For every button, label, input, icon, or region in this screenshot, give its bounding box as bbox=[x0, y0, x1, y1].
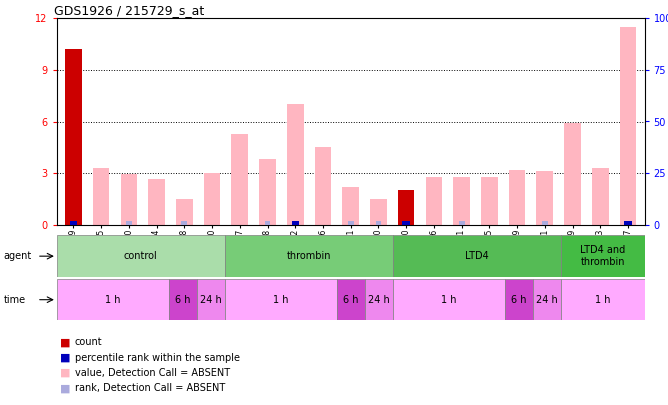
Bar bbox=[365, 279, 393, 320]
Bar bbox=[564, 123, 581, 225]
Bar bbox=[337, 279, 365, 320]
Text: percentile rank within the sample: percentile rank within the sample bbox=[75, 353, 240, 362]
Text: thrombin: thrombin bbox=[287, 251, 331, 261]
Text: 1 h: 1 h bbox=[595, 295, 611, 305]
Bar bbox=[57, 279, 169, 320]
Bar bbox=[393, 279, 504, 320]
Text: LTD4 and
thrombin: LTD4 and thrombin bbox=[580, 245, 625, 267]
Bar bbox=[148, 179, 165, 225]
Bar bbox=[459, 221, 464, 225]
Text: time: time bbox=[3, 295, 25, 305]
Bar bbox=[426, 177, 442, 225]
Bar bbox=[402, 221, 410, 225]
Bar bbox=[126, 221, 132, 225]
Bar bbox=[265, 221, 271, 225]
Bar bbox=[454, 177, 470, 225]
Bar bbox=[370, 199, 387, 225]
Text: 24 h: 24 h bbox=[536, 295, 558, 305]
Bar bbox=[224, 279, 337, 320]
Bar bbox=[509, 170, 526, 225]
Bar bbox=[624, 221, 632, 225]
Text: 24 h: 24 h bbox=[200, 295, 222, 305]
Bar bbox=[542, 221, 548, 225]
Bar bbox=[120, 174, 137, 225]
Bar bbox=[57, 235, 224, 277]
Bar bbox=[592, 168, 609, 225]
Text: 1 h: 1 h bbox=[273, 295, 289, 305]
Text: 6 h: 6 h bbox=[175, 295, 190, 305]
Text: 1 h: 1 h bbox=[105, 295, 120, 305]
Bar bbox=[259, 160, 276, 225]
Bar bbox=[560, 279, 645, 320]
Text: ■: ■ bbox=[60, 353, 71, 362]
Text: ■: ■ bbox=[60, 337, 71, 347]
Bar bbox=[504, 279, 532, 320]
Bar bbox=[69, 221, 77, 225]
Bar bbox=[65, 49, 81, 225]
Bar bbox=[291, 221, 299, 225]
Bar bbox=[224, 235, 393, 277]
Bar bbox=[348, 221, 353, 225]
Text: agent: agent bbox=[3, 251, 31, 261]
Text: 1 h: 1 h bbox=[441, 295, 456, 305]
Text: 6 h: 6 h bbox=[511, 295, 526, 305]
Bar bbox=[204, 173, 220, 225]
Text: rank, Detection Call = ABSENT: rank, Detection Call = ABSENT bbox=[75, 384, 225, 393]
Bar bbox=[375, 221, 381, 225]
Bar bbox=[343, 187, 359, 225]
Text: ■: ■ bbox=[60, 368, 71, 378]
Bar bbox=[232, 134, 248, 225]
Bar bbox=[536, 171, 553, 225]
Text: value, Detection Call = ABSENT: value, Detection Call = ABSENT bbox=[75, 368, 230, 378]
Text: GDS1926 / 215729_s_at: GDS1926 / 215729_s_at bbox=[54, 4, 204, 17]
Bar bbox=[620, 27, 637, 225]
Bar bbox=[169, 279, 197, 320]
Bar bbox=[197, 279, 224, 320]
Text: ■: ■ bbox=[60, 384, 71, 393]
Bar bbox=[182, 221, 187, 225]
Bar bbox=[481, 177, 498, 225]
Text: 24 h: 24 h bbox=[368, 295, 389, 305]
Bar bbox=[176, 199, 192, 225]
Bar bbox=[532, 279, 560, 320]
Text: LTD4: LTD4 bbox=[465, 251, 488, 261]
Bar bbox=[393, 235, 560, 277]
Text: count: count bbox=[75, 337, 102, 347]
Bar bbox=[315, 147, 331, 225]
Text: 6 h: 6 h bbox=[343, 295, 359, 305]
Bar bbox=[560, 235, 645, 277]
Text: control: control bbox=[124, 251, 158, 261]
Bar bbox=[287, 104, 303, 225]
Bar bbox=[93, 168, 110, 225]
Bar bbox=[398, 190, 414, 225]
